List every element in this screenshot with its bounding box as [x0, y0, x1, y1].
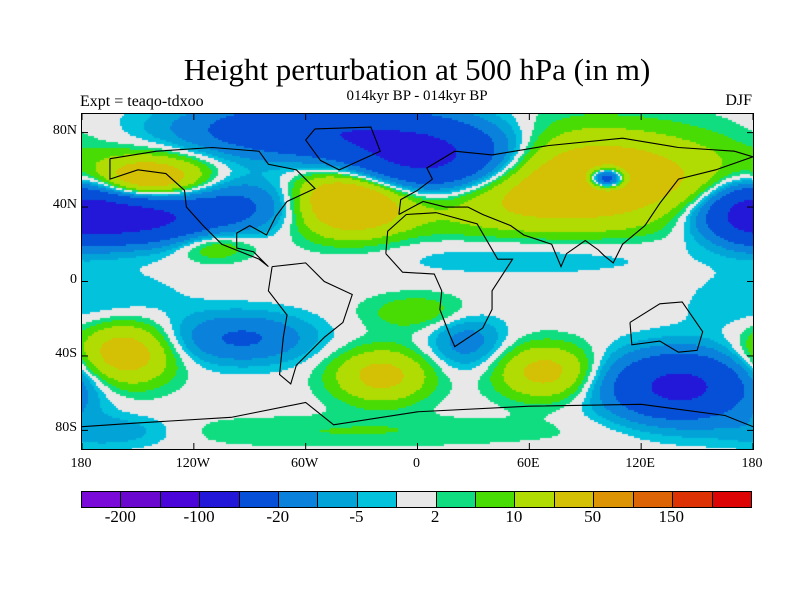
colorbar-label: 50 — [584, 507, 602, 526]
colorbar-swatch — [239, 492, 280, 507]
colorbar-swatch — [554, 492, 595, 507]
coastline-antarctica — [82, 401, 753, 428]
colorbar-swatch — [357, 492, 398, 507]
colorbar-swatch — [594, 492, 634, 507]
colorbar-swatch — [279, 492, 319, 507]
colorbar-label: 10 — [505, 507, 523, 526]
lat-tick-label: 40S — [55, 345, 77, 361]
lat-tick-label: 80N — [52, 122, 77, 138]
colorbar-swatch — [633, 492, 674, 507]
lon-tick-label: 60W — [291, 456, 319, 471]
lat-tick-label: 80S — [55, 420, 77, 436]
colorbar-swatch — [200, 492, 240, 507]
map-plot-area — [81, 113, 754, 450]
lon-tick-label: 0 — [413, 456, 420, 471]
season-label: DJF — [725, 92, 752, 109]
lon-tick-label: 120E — [625, 456, 655, 471]
colorbar-swatch — [82, 492, 122, 507]
colorbar-swatch — [712, 492, 751, 507]
colorbar-label: -200 — [104, 507, 136, 526]
colorbar-swatch — [515, 492, 555, 507]
height-field-contours — [82, 114, 753, 449]
lat-tick-label: 0 — [70, 271, 77, 287]
coastline-eurasia — [398, 137, 753, 269]
colorbar-swatch — [436, 492, 477, 507]
chart-title: Height perturbation at 500 hPa (in m) — [183, 52, 651, 87]
coastline-africa — [385, 212, 514, 348]
chart-subtitle: 014kyr BP - 014kyr BP — [346, 88, 488, 104]
colorbar-label: 150 — [658, 507, 685, 526]
lon-tick-label: 120W — [175, 456, 210, 471]
coastline-north-america — [109, 146, 316, 268]
experiment-label: Expt = teaqo-tdxoo — [80, 93, 204, 110]
colorbar-swatch — [160, 492, 201, 507]
colorbar-label: 2 — [430, 507, 440, 526]
coastline-australia — [629, 301, 704, 353]
colorbar-swatch — [318, 492, 358, 507]
colorbar-swatch — [476, 492, 516, 507]
colorbar-label: -5 — [349, 507, 364, 526]
colorbar-swatch — [121, 492, 161, 507]
colorbar-swatch — [673, 492, 713, 507]
lon-tick-label: 180 — [70, 456, 92, 471]
coastline-greenland — [304, 126, 381, 171]
coastlines-and-ticks — [82, 114, 753, 449]
lon-tick-label: 180 — [741, 456, 763, 471]
colorbar-label: -20 — [266, 507, 290, 526]
lat-tick-label: 40N — [52, 197, 77, 213]
colorbar-swatch — [397, 492, 437, 507]
colorbar-label: -100 — [183, 507, 215, 526]
coastline-south-america — [267, 262, 353, 385]
colorbar — [81, 491, 752, 508]
lon-tick-label: 60E — [517, 456, 540, 471]
